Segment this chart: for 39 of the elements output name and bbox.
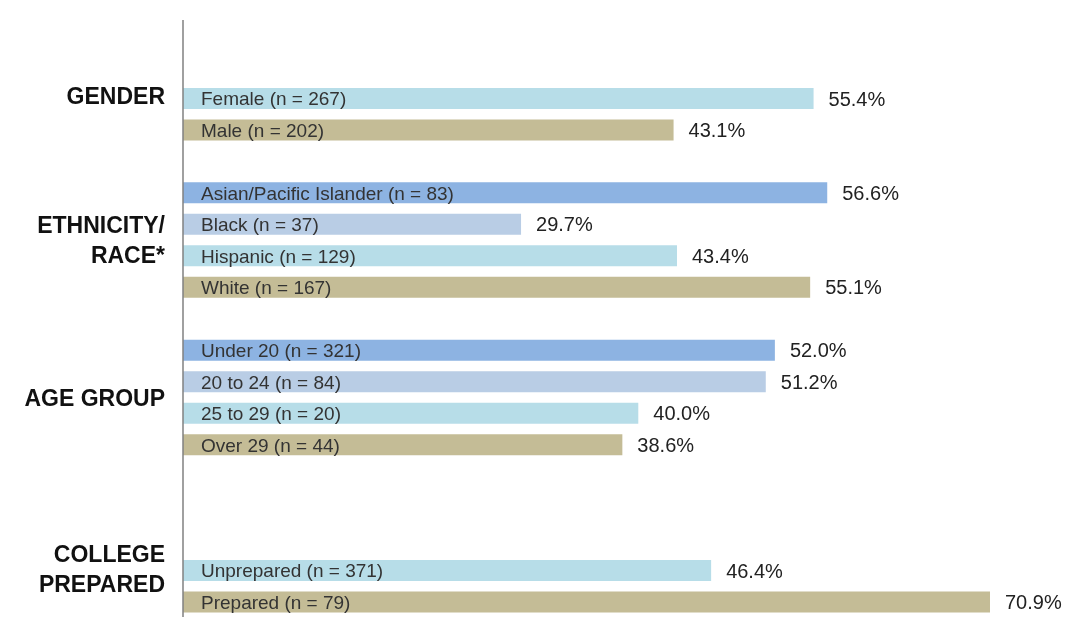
y-tick-label: Asian/Pacific Islander (n = 83)	[201, 182, 454, 204]
bar	[183, 591, 990, 613]
data-label: 56.6%	[842, 181, 900, 204]
bar	[183, 339, 775, 361]
bar	[183, 276, 811, 298]
data-label: 52.0%	[789, 339, 847, 362]
y-tick-label: Prepared (n = 79)	[201, 591, 351, 613]
data-label: 51.2%	[780, 370, 838, 393]
bar	[183, 119, 674, 141]
data-label: 43.4%	[691, 244, 749, 267]
bar	[183, 402, 639, 424]
bar	[183, 87, 814, 109]
data-label: 46.4%	[726, 559, 784, 582]
bar	[183, 213, 522, 235]
data-label: 40.0%	[653, 402, 711, 425]
y-tick-label: Female (n = 267)	[201, 88, 347, 110]
text: ETHNICITY/ RACE*	[37, 212, 166, 269]
y-tick-label: 25 to 29 (n = 20)	[201, 403, 341, 425]
text: AGE GROUP	[24, 384, 165, 411]
y-tick-label: Hispanic (n = 129)	[201, 245, 356, 267]
y-tick-label: Over 29 (n = 44)	[201, 434, 340, 456]
y-tick-label: Under 20 (n = 321)	[201, 340, 362, 362]
bar	[183, 371, 766, 393]
y-tick-label: Black (n = 37)	[201, 214, 319, 236]
data-label: 38.6%	[637, 433, 695, 456]
data-label: 70.9%	[1005, 591, 1062, 614]
data-label: 29.7%	[536, 213, 593, 236]
data-label: 43.1%	[688, 119, 746, 142]
text: COLLEGE PREPARED	[38, 540, 165, 597]
y-tick-label: 20 to 24 (n = 84)	[201, 371, 341, 393]
text: GENDER	[66, 83, 166, 110]
y-tick-label: Male (n = 202)	[201, 119, 325, 141]
bar	[183, 560, 712, 582]
bar	[183, 245, 677, 267]
y-tick-label: Unprepared (n = 371)	[201, 560, 384, 582]
data-label: 55.1%	[825, 276, 883, 299]
y-tick-label: White (n = 167)	[201, 277, 332, 299]
data-label: 55.4%	[828, 87, 886, 110]
bar	[183, 434, 623, 456]
